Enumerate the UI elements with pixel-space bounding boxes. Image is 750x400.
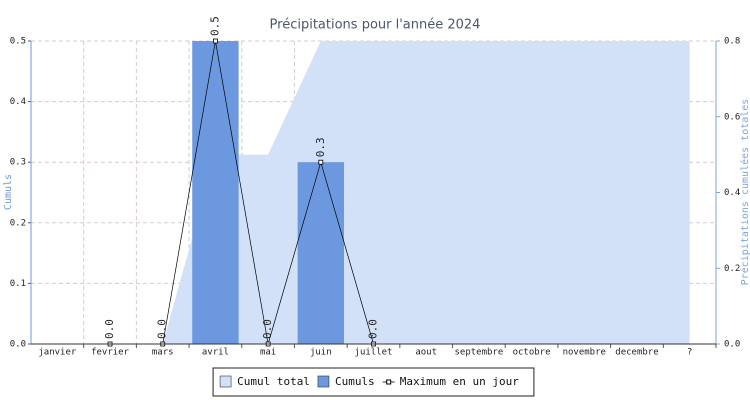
bar (192, 41, 239, 344)
y2-axis-title: Précipitations cumulées totales (739, 99, 750, 286)
axes: 0.0 0.1 0.2 0.3 0.4 0.5 0.0 0.2 0.4 0.6 0.8 janvier… (10, 37, 741, 358)
y-tick-label: 0.2 (10, 218, 26, 228)
data-label: 0.0 (367, 319, 380, 339)
data-label: 0.5 (208, 16, 221, 36)
legend-swatch (317, 375, 330, 388)
y-tick-label: 0.5 (10, 37, 26, 47)
x-tick-label: aout (415, 348, 437, 358)
legend-label: Maximum en un jour (400, 375, 520, 388)
y2-tick-label: 0.4 (724, 188, 740, 198)
x-tick-label: septembre (454, 348, 503, 358)
x-tick-label: octobre (513, 348, 551, 358)
y2-tick-label: 0.6 (724, 112, 740, 122)
data-label: 0.0 (103, 319, 116, 339)
line-marker (213, 38, 218, 44)
x-tick-label: ? (687, 348, 692, 358)
x-tick-label: mars (152, 348, 174, 358)
series-layer: 0.0 0.0 0.5 0.0 0.3 0.0 (103, 16, 690, 347)
legend: Cumul total Cumuls Maximum en un jour (212, 367, 535, 397)
y2-tick-label: 0.2 (724, 264, 740, 274)
x-tick-label: janvier (38, 348, 77, 358)
legend-swatch (219, 375, 232, 388)
legend-label: Cumuls (335, 375, 375, 388)
y-axis-title: Cumuls (3, 174, 14, 210)
x-tick-label: decembre (615, 348, 658, 358)
data-label: 0.3 (314, 137, 327, 157)
y2-tick-label: 0.0 (724, 340, 740, 350)
legend-label: Cumul total (237, 375, 310, 388)
y-tick-label: 0.1 (10, 279, 26, 289)
data-label: 0.0 (261, 319, 274, 339)
y-tick-label: 0.4 (10, 97, 26, 107)
y-tick-label: 0.3 (10, 158, 26, 168)
chart-title: Précipitations pour l'année 2024 (270, 18, 481, 33)
bar (297, 162, 344, 344)
y2-tick-label: 0.8 (724, 37, 740, 47)
x-tick-label: juin (310, 348, 332, 358)
x-tick-label: mai (260, 348, 276, 358)
data-label: 0.0 (156, 319, 169, 339)
legend-swatch-marker (386, 379, 392, 385)
y-tick-label: 0.0 (10, 340, 26, 350)
x-tick-label: fevrier (91, 348, 130, 358)
x-tick-label: novembre (563, 348, 606, 358)
x-tick-label: juillet (355, 348, 393, 358)
line-marker (318, 159, 324, 165)
area (162, 41, 690, 344)
legend-box (212, 367, 535, 397)
x-tick-label: avril (202, 348, 229, 358)
